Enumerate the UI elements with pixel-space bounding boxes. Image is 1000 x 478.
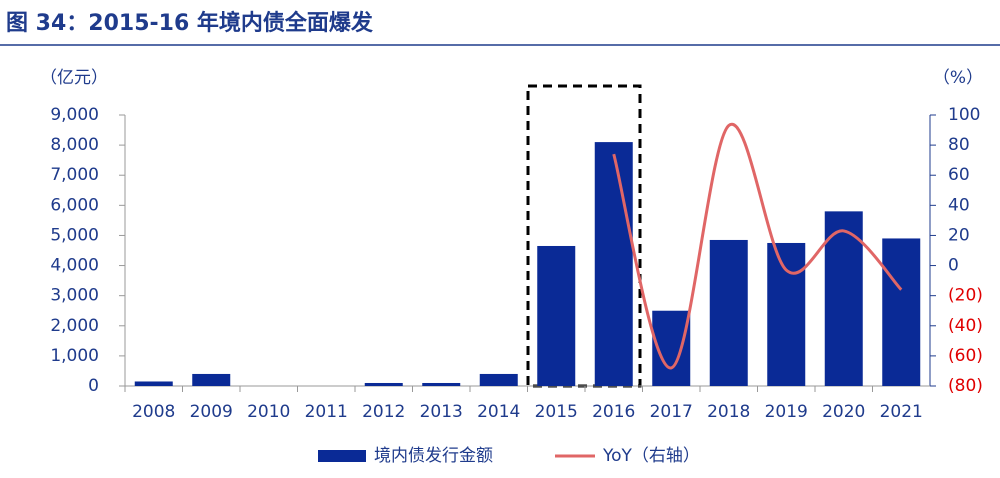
legend-label: 境内债发行金额 <box>374 446 493 466</box>
y-tick-label: 6,000 <box>50 195 99 215</box>
x-tick-label: 2009 <box>190 402 233 422</box>
x-tick-label: 2012 <box>362 402 405 422</box>
y2-tick-label: 60 <box>948 165 970 185</box>
bar <box>709 239 748 386</box>
x-tick-label: 2008 <box>132 402 175 422</box>
y2-tick-label: 40 <box>948 195 970 215</box>
x-tick-label: 2015 <box>535 402 578 422</box>
y-tick-label: 8,000 <box>50 135 99 155</box>
y-tick-label: 4,000 <box>50 256 99 276</box>
x-tick-label: 2019 <box>765 402 808 422</box>
y2-tick-label: (40) <box>948 316 983 336</box>
y-tick-label: 9,000 <box>50 105 99 125</box>
bar <box>364 382 403 386</box>
x-tick-label: 2021 <box>880 402 923 422</box>
y-tick-label: 5,000 <box>50 225 99 245</box>
y-tick-label: 2,000 <box>50 316 99 336</box>
x-tick-label: 2020 <box>822 402 865 422</box>
y-tick-label: 1,000 <box>50 346 99 366</box>
y2-tick-label: 80 <box>948 135 970 155</box>
bar <box>134 381 173 386</box>
y2-tick-label: (60) <box>948 346 983 366</box>
y2-axis-label: （%） <box>933 68 983 88</box>
y2-tick-label: (80) <box>948 376 983 396</box>
legend-swatch <box>318 450 366 462</box>
y2-tick-label: 100 <box>948 105 980 125</box>
chart-title: 图 34：2015-16 年境内债全面爆发 <box>6 10 374 36</box>
y-tick-label: 3,000 <box>50 286 99 306</box>
y-tick-label: 0 <box>88 376 99 396</box>
y2-tick-label: 20 <box>948 225 970 245</box>
y-tick-label: 7,000 <box>50 165 99 185</box>
bar <box>422 382 461 386</box>
bar <box>824 211 863 386</box>
legend-label: YoY（右轴） <box>602 446 700 466</box>
y2-tick-label: (20) <box>948 286 983 306</box>
x-tick-label: 2014 <box>477 402 520 422</box>
bar <box>882 238 921 386</box>
bar <box>192 373 231 386</box>
y2-tick-label: 0 <box>948 256 959 276</box>
x-tick-label: 2011 <box>305 402 348 422</box>
line <box>612 122 903 370</box>
bar <box>767 242 806 386</box>
x-tick-label: 2010 <box>247 402 290 422</box>
x-tick-label: 2017 <box>650 402 693 422</box>
bar <box>537 245 576 386</box>
bar <box>479 373 518 386</box>
x-tick-label: 2016 <box>592 402 635 422</box>
y-axis-label: （亿元） <box>40 68 108 88</box>
bar <box>594 142 633 386</box>
x-tick-label: 2018 <box>707 402 750 422</box>
x-tick-label: 2013 <box>420 402 463 422</box>
